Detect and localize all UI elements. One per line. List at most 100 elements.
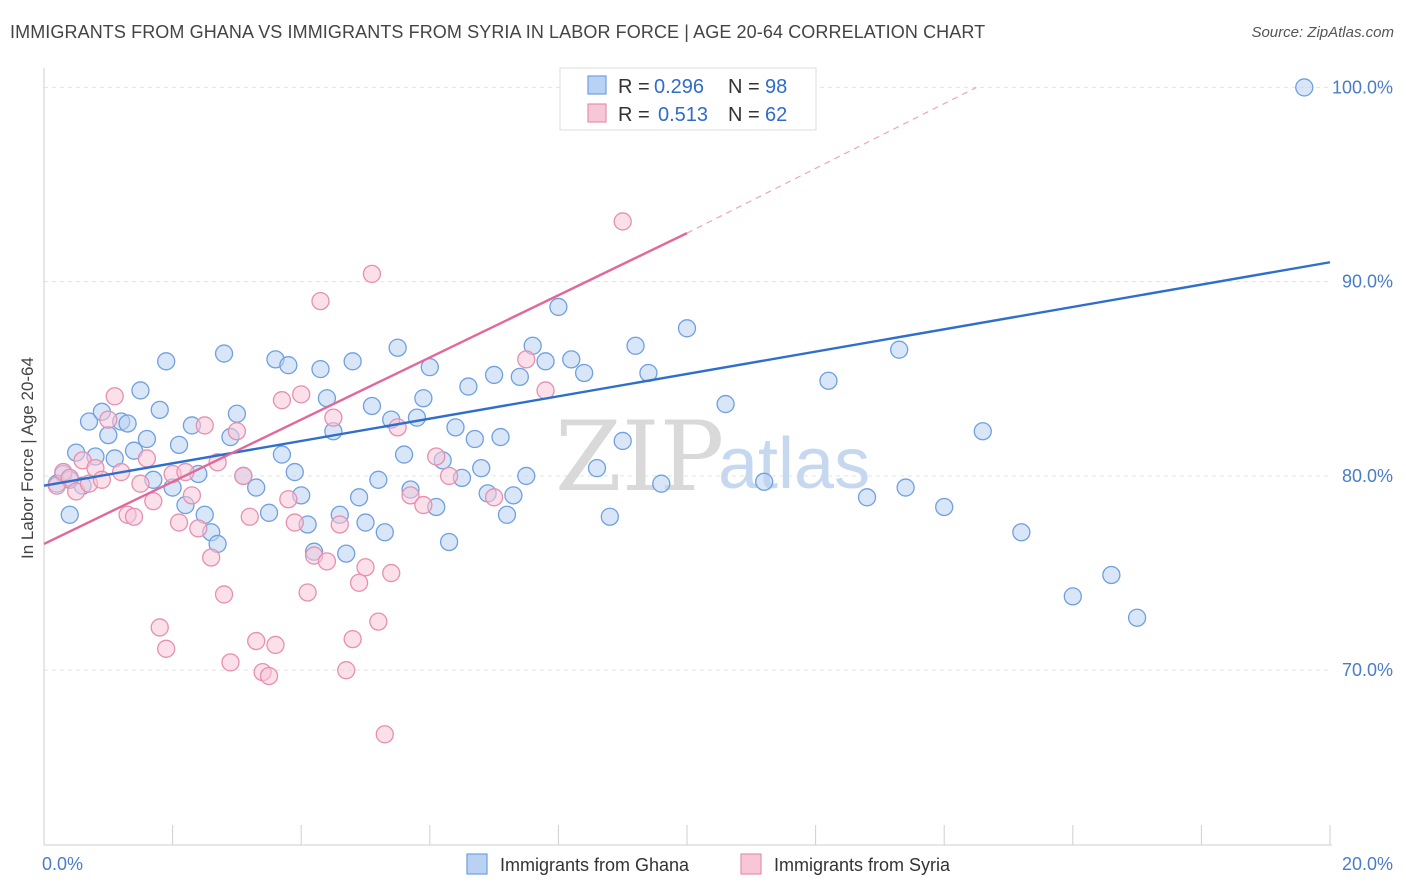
watermark: ZIP atlas xyxy=(555,401,870,513)
point-ghana-76 xyxy=(587,459,607,478)
point-syria-13 xyxy=(131,474,150,493)
point-syria-56 xyxy=(427,447,446,466)
watermark-zip: ZIP xyxy=(555,401,724,513)
point-ghana-47 xyxy=(369,470,388,489)
point-syria-8 xyxy=(99,410,118,429)
point-syria-29 xyxy=(234,466,253,486)
legend-swatch-syria xyxy=(587,103,607,123)
point-ghana-13 xyxy=(137,429,157,449)
point-ghana-94 xyxy=(1127,608,1147,627)
point-ghana-74 xyxy=(562,350,581,369)
point-ghana-90 xyxy=(973,422,992,441)
point-ghana-78 xyxy=(613,431,632,451)
point-ghana-12 xyxy=(131,381,150,400)
point-ghana-7 xyxy=(99,425,118,445)
point-ghana-62 xyxy=(465,429,484,449)
point-ghana-27 xyxy=(227,404,247,423)
legend-top: R = 0.296 N = 98 R = 0.513 N = 62 xyxy=(559,67,817,131)
point-syria-21 xyxy=(182,486,202,505)
point-ghana-16 xyxy=(157,352,176,371)
point-ghana-91 xyxy=(1012,523,1031,542)
point-syria-17 xyxy=(157,639,176,658)
point-ghana-84 xyxy=(755,472,774,491)
point-ghana-38 xyxy=(311,359,330,379)
point-syria-28 xyxy=(227,422,247,441)
point-ghana-54 xyxy=(414,389,433,408)
legend-r-label-ghana: R = xyxy=(618,76,650,98)
point-syria-34 xyxy=(266,635,285,655)
point-syria-30 xyxy=(240,507,259,526)
point-ghana-93 xyxy=(1102,565,1121,585)
point-syria-24 xyxy=(202,548,221,567)
y-axis-label: In Labor Force | Age 20-64 xyxy=(18,357,37,559)
points-ghana xyxy=(47,78,1314,627)
legend-n-value-syria: 62 xyxy=(765,104,787,126)
point-syria-14 xyxy=(137,449,157,468)
point-syria-26 xyxy=(214,585,234,604)
y-tick-label-1: 80.0% xyxy=(1342,466,1393,486)
legend-swatch-ghana xyxy=(587,75,607,95)
point-syria-15 xyxy=(144,492,163,511)
point-syria-49 xyxy=(362,264,382,284)
point-ghana-87 xyxy=(890,340,909,359)
point-syria-54 xyxy=(401,486,420,505)
point-ghana-42 xyxy=(337,544,356,563)
x-tick-label-0: 0.0% xyxy=(42,854,83,874)
legend-bottom: Immigrants from Ghana Immigrants from Sy… xyxy=(466,853,951,875)
point-ghana-85 xyxy=(819,371,838,390)
point-ghana-79 xyxy=(626,336,645,355)
point-syria-58 xyxy=(484,488,504,507)
point-syria-57 xyxy=(439,466,459,486)
source-label: Source: ZipAtlas.com xyxy=(1251,24,1394,41)
x-ticks xyxy=(43,825,1331,845)
point-ghana-88 xyxy=(896,478,915,497)
y-tick-label-3: 100.0% xyxy=(1332,77,1393,97)
point-ghana-92 xyxy=(1063,587,1082,606)
point-ghana-89 xyxy=(935,497,954,517)
point-ghana-25 xyxy=(214,344,234,363)
point-ghana-4 xyxy=(79,412,99,431)
point-syria-53 xyxy=(388,418,407,437)
point-ghana-50 xyxy=(388,338,407,357)
legend-r-label-syria: R = xyxy=(618,104,650,126)
point-ghana-83 xyxy=(716,394,735,414)
point-ghana-29 xyxy=(247,478,266,497)
point-ghana-43 xyxy=(343,352,362,371)
point-syria-38 xyxy=(292,385,311,404)
point-ghana-61 xyxy=(459,377,478,396)
point-ghana-45 xyxy=(356,513,375,532)
point-syria-33 xyxy=(259,666,279,686)
legend-r-value-ghana: 0.296 xyxy=(654,76,704,98)
point-ghana-65 xyxy=(484,365,504,385)
point-syria-22 xyxy=(189,519,208,538)
point-ghana-34 xyxy=(285,462,304,482)
bottom-legend-swatch-ghana xyxy=(466,853,488,875)
point-syria-37 xyxy=(285,513,304,532)
y-tick-labels: 70.0% 80.0% 90.0% 100.0% xyxy=(1332,77,1393,680)
gridlines xyxy=(44,86,1330,671)
point-syria-9 xyxy=(105,387,124,406)
point-syria-59 xyxy=(517,350,536,369)
y-tick-label-0: 70.0% xyxy=(1342,660,1393,680)
point-ghana-30 xyxy=(259,503,279,522)
x-tick-labels: 0.0% 20.0% xyxy=(42,854,1393,874)
point-syria-12 xyxy=(124,507,144,526)
point-syria-39 xyxy=(298,583,317,602)
chart-title: IMMIGRANTS FROM GHANA VS IMMIGRANTS FROM… xyxy=(10,22,986,42)
point-syria-55 xyxy=(414,495,433,515)
point-syria-50 xyxy=(369,612,388,631)
point-syria-31 xyxy=(247,631,266,651)
axes xyxy=(43,68,1332,846)
point-ghana-82 xyxy=(677,319,697,338)
trendlines xyxy=(43,86,1331,545)
point-ghana-97 xyxy=(60,505,79,524)
point-syria-46 xyxy=(343,629,362,649)
trendline-syria xyxy=(43,232,688,545)
point-ghana-32 xyxy=(272,445,292,464)
point-syria-36 xyxy=(279,490,298,509)
x-tick-label-1: 20.0% xyxy=(1342,854,1393,874)
point-ghana-15 xyxy=(150,400,169,420)
point-syria-43 xyxy=(324,408,343,427)
point-ghana-51 xyxy=(394,445,414,464)
